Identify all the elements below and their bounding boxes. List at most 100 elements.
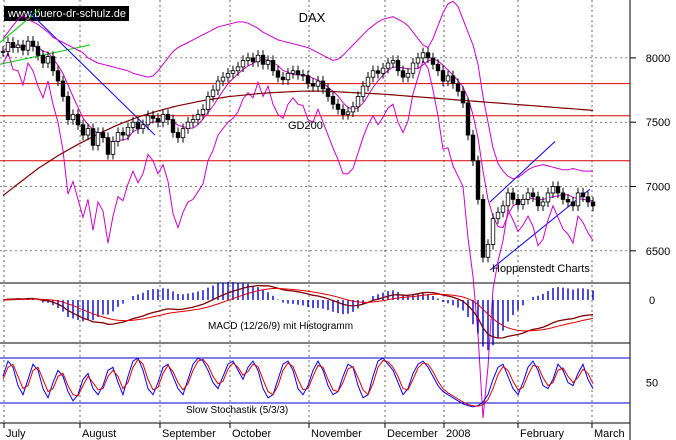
candle-body-78 — [390, 60, 396, 64]
candle-body-85 — [425, 52, 431, 59]
watermark-box — [4, 6, 129, 21]
candle-body-71 — [355, 96, 361, 108]
candle-body-42 — [210, 89, 216, 97]
candle-body-38 — [190, 119, 196, 123]
green-trend-upper — [0, 8, 41, 43]
candle-body-104 — [520, 198, 526, 205]
candle-body-94 — [470, 134, 476, 162]
watermark-text: www.buero-dr-schulz.de — [7, 8, 126, 20]
candle-body-6 — [30, 40, 36, 47]
candle-body-62 — [310, 83, 316, 87]
macd-label: MACD (12/26/9) mit Histogramm — [208, 321, 353, 332]
y-tick-label-2: 7000 — [646, 182, 670, 194]
candle-body-107 — [535, 196, 541, 207]
blue-downtrend — [29, 12, 156, 136]
candle-body-19 — [95, 132, 101, 146]
candle-body-1 — [5, 42, 11, 52]
blue-channel-upper — [489, 141, 556, 203]
candle-body-50 — [250, 57, 256, 63]
candle-body-68 — [340, 108, 346, 115]
candle-body-63 — [315, 80, 321, 87]
candle-body-34 — [170, 119, 176, 133]
candle-body-90 — [450, 75, 456, 85]
y-axis-ticks: 8000 7500 7000 6500 — [0, 53, 670, 258]
candle-body-64 — [320, 80, 326, 90]
candle-body-66 — [330, 96, 336, 105]
candle-body-47 — [235, 66, 241, 72]
candle-body-8 — [40, 54, 46, 64]
candle-body-77 — [385, 62, 391, 69]
candle-body-29 — [145, 115, 151, 126]
candle-body-23 — [115, 132, 121, 142]
y-tick-label-3: 6500 — [646, 246, 670, 258]
stoch-d-line — [2, 358, 594, 407]
candle-body-25 — [125, 126, 131, 136]
candle-body-114 — [570, 201, 576, 207]
chart-title: DAX — [299, 10, 326, 25]
candle-body-30 — [150, 115, 156, 119]
candle-body-3 — [15, 44, 21, 48]
candle-body-52 — [260, 54, 266, 65]
candle-body-103 — [515, 198, 521, 205]
candle-body-43 — [215, 80, 221, 91]
candle-body-32 — [160, 114, 166, 123]
candle-body-53 — [265, 60, 271, 65]
gd200-label: GD200 — [288, 120, 323, 132]
candle-body-20 — [100, 132, 106, 139]
candle-body-65 — [325, 88, 331, 97]
candle-body-92 — [460, 90, 466, 104]
candle-body-2 — [10, 42, 16, 48]
candle-body-48 — [240, 60, 246, 68]
candle-body-7 — [35, 45, 41, 56]
candle-body-10 — [50, 56, 56, 72]
candle-body-33 — [165, 114, 171, 121]
candle-body-116 — [580, 192, 586, 198]
candle-body-106 — [530, 192, 536, 198]
candle-body-44 — [220, 76, 226, 82]
macd-line — [2, 284, 594, 339]
macd-lines — [2, 284, 594, 339]
bollinger-upper — [2, 0, 593, 180]
macd-signal-line — [2, 288, 594, 332]
candle-body-81 — [405, 72, 411, 78]
candle-body-95 — [475, 160, 481, 200]
candle-body-105 — [525, 192, 531, 200]
candle-body-76 — [380, 67, 386, 74]
candle-body-101 — [505, 192, 511, 207]
stoch-y-tick: 50 — [646, 378, 658, 390]
candle-body-13 — [65, 96, 71, 121]
candle-body-108 — [540, 201, 546, 207]
candle-body-73 — [365, 76, 371, 87]
candle-body-113 — [565, 198, 571, 203]
candle-body-100 — [500, 205, 506, 213]
candle-body-28 — [140, 124, 146, 130]
x-label-6: 2008 — [446, 428, 470, 440]
candle-body-60 — [300, 74, 306, 77]
candle-body-61 — [305, 75, 311, 85]
bollinger-lower — [2, 51, 594, 419]
candle-body-24 — [120, 132, 126, 136]
y-tick-label-1: 7500 — [646, 117, 670, 129]
x-label-7: February — [520, 428, 565, 440]
x-label-3: October — [232, 428, 271, 440]
candle-body-27 — [135, 121, 141, 130]
x-label-5: December — [387, 428, 438, 440]
candle-body-112 — [560, 192, 566, 200]
candle-body-36 — [180, 128, 186, 139]
candle-body-17 — [85, 128, 91, 136]
candle-body-75 — [375, 70, 381, 74]
candle-body-70 — [350, 106, 356, 113]
x-label-8: March — [594, 428, 625, 440]
candle-body-98 — [490, 218, 496, 245]
candle-body-40 — [200, 108, 206, 115]
candle-body-111 — [555, 186, 561, 194]
candle-body-67 — [335, 103, 341, 110]
candle-body-51 — [255, 54, 261, 63]
candle-body-115 — [575, 192, 581, 207]
stochastic-lines — [2, 357, 594, 408]
candle-body-55 — [275, 70, 281, 78]
candle-body-99 — [495, 211, 501, 220]
candle-body-117 — [585, 196, 591, 203]
